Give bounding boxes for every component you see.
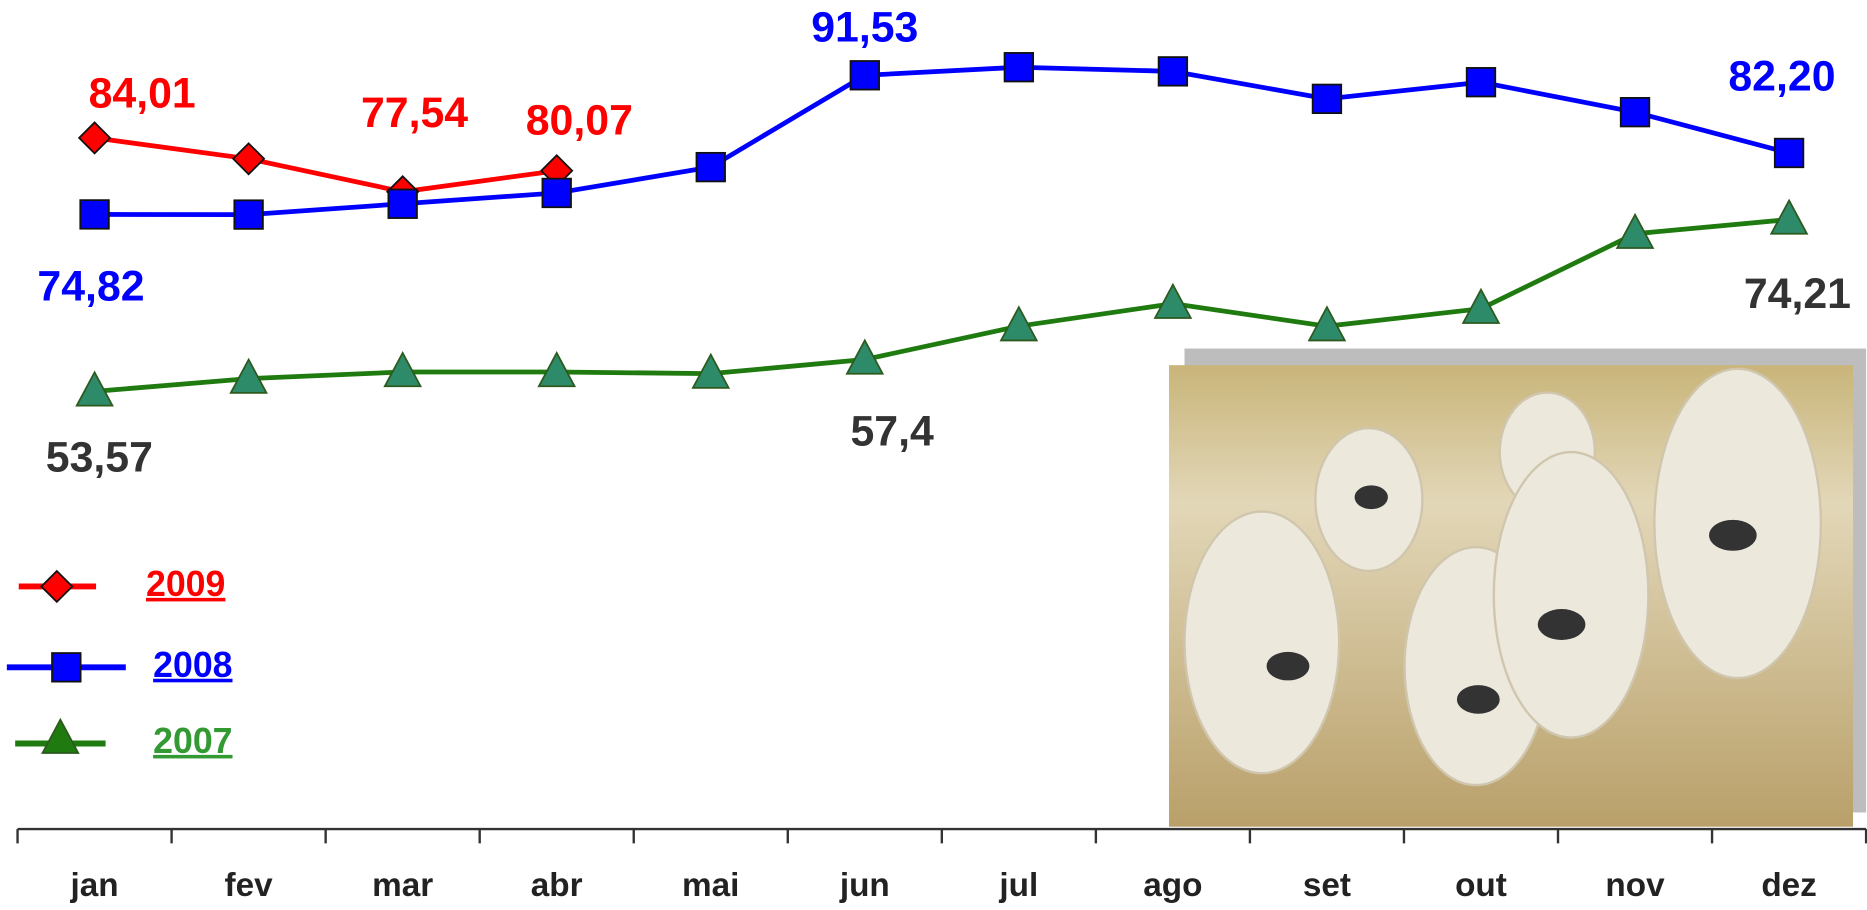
marker [229,357,268,394]
marker [541,177,572,209]
data-label: 91,53 [811,3,918,51]
cattle [1183,367,1823,787]
data-label: 80,07 [526,96,633,144]
x-tick-label: dez [1761,867,1817,904]
x-tick-label: jan [70,867,119,904]
series-2008: 74,82 91,53 82,20 [37,3,1835,310]
data-label: 74,82 [37,263,144,311]
x-tick-label: jul [998,867,1038,904]
marker [1461,287,1501,324]
marker [849,60,880,91]
marker [233,199,264,230]
x-tick-label: fev [225,867,274,904]
marker [845,338,885,375]
data-label: 74,21 [1744,270,1851,318]
marker [1307,305,1347,342]
legend: 2009 2008 2007 [6,564,233,761]
marker [1773,137,1805,169]
marker [1157,56,1189,87]
marker [1311,83,1343,115]
x-tick-label: set [1303,867,1351,904]
marker [537,351,577,388]
marker [999,305,1039,342]
marker [41,717,80,754]
series-line [94,217,1790,394]
data-label: 53,57 [46,434,153,482]
marker [40,569,74,604]
series-line [94,135,558,195]
x-tick-label: ago [1143,867,1202,904]
series-line [94,64,1790,217]
legend-label: 2008 [153,645,232,685]
marker [75,370,114,407]
data-label: 84,01 [89,70,196,118]
legend-item: 2008 [6,645,233,685]
x-tick-label: abr [531,867,583,904]
legend-label: 2009 [146,564,225,604]
marker [695,151,726,183]
x-tick-label: nov [1605,867,1665,904]
marker [383,351,422,388]
marker [77,121,112,155]
series-2007: 53,57 57,4 74,21 [46,198,1851,482]
legend-item: 2009 [18,564,225,604]
marker [1619,97,1651,128]
marker [51,652,82,683]
data-label: 82,20 [1728,53,1835,101]
marker [79,199,110,230]
x-tick-label: mar [372,867,433,904]
marker [1465,67,1497,98]
marker [1615,212,1655,249]
marker [1769,198,1809,235]
cattle-noses [1266,485,1757,714]
x-tick-label: mai [682,867,739,904]
marker [1153,282,1193,319]
data-label: 77,54 [361,89,468,137]
x-tick-label: jun [839,867,890,904]
marker [691,352,731,389]
series-2009: 84,01 77,54 80,07 [77,70,633,209]
marker [231,142,266,176]
data-label: 57,4 [850,408,934,456]
legend-label: 2007 [153,721,232,761]
marker [1003,52,1035,83]
x-tick-label: out [1455,867,1507,904]
photo [1169,348,1867,827]
legend-item: 2007 [15,717,233,761]
marker [387,188,418,219]
